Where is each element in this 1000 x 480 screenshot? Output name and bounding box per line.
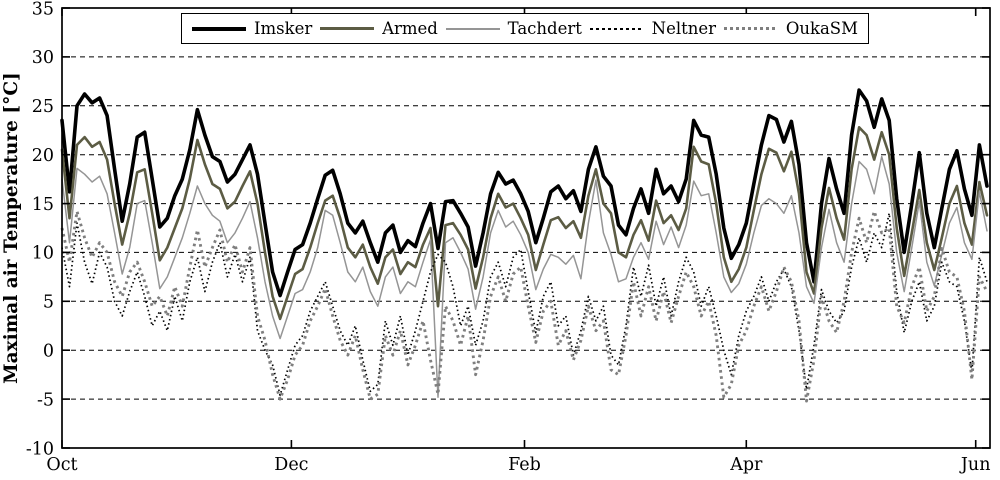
legend-item-oukasm: OukaSM	[723, 19, 858, 38]
y-tick-label-25: 25	[32, 97, 54, 117]
series-tachdert-line	[61, 155, 988, 398]
series-imsker-line	[60, 88, 989, 298]
x-tick-label-oct: Oct	[46, 455, 77, 475]
legend-line-sample-imsker	[192, 26, 246, 31]
x-tick-label-apr: Apr	[729, 455, 763, 475]
series-neltner-line	[61, 212, 988, 397]
y-tick-label-35: 35	[32, 0, 54, 19]
legend-line-sample-tachdert	[445, 27, 500, 30]
legend-label-tachdert: Tachdert	[507, 19, 582, 38]
legend-item-imsker: Imsker	[192, 19, 312, 38]
legend-item-armed: Armed	[320, 19, 438, 38]
y-tick-label-15: 15	[32, 195, 54, 215]
plot-box	[61, 7, 991, 449]
x-tick-label-feb: Feb	[508, 455, 541, 475]
x-tick-label-dec: Dec	[274, 455, 308, 475]
legend-line-sample-neltner	[589, 27, 644, 30]
y-tick-label-20: 20	[32, 146, 54, 166]
y-tick-label-30: 30	[32, 48, 54, 68]
series-oukasm-line	[60, 209, 989, 403]
legend-label-armed: Armed	[382, 19, 438, 38]
legend-line-sample-armed	[320, 27, 375, 30]
legend-label-neltner: Neltner	[651, 19, 717, 38]
legend: Imsker Armed Tachdert Neltner OukaSM	[181, 13, 869, 44]
y-tick-label-0: 0	[43, 342, 54, 362]
legend-label-oukasm: OukaSM	[785, 19, 858, 38]
y-tick-label-5: 5	[43, 293, 54, 313]
series-armed-line	[60, 126, 989, 321]
y-tick-label--5: -5	[37, 390, 54, 410]
legend-item-tachdert: Tachdert	[445, 19, 582, 38]
legend-item-neltner: Neltner	[589, 19, 717, 38]
y-tick-label-10: 10	[32, 244, 54, 264]
y-tick-label--10: -10	[26, 439, 54, 459]
legend-label-imsker: Imsker	[254, 19, 313, 38]
x-tick-label-jun: Jun	[959, 455, 991, 475]
y-axis-title: Maximal air Temperature [°C]	[1, 72, 22, 384]
legend-line-sample-oukasm	[723, 27, 778, 30]
